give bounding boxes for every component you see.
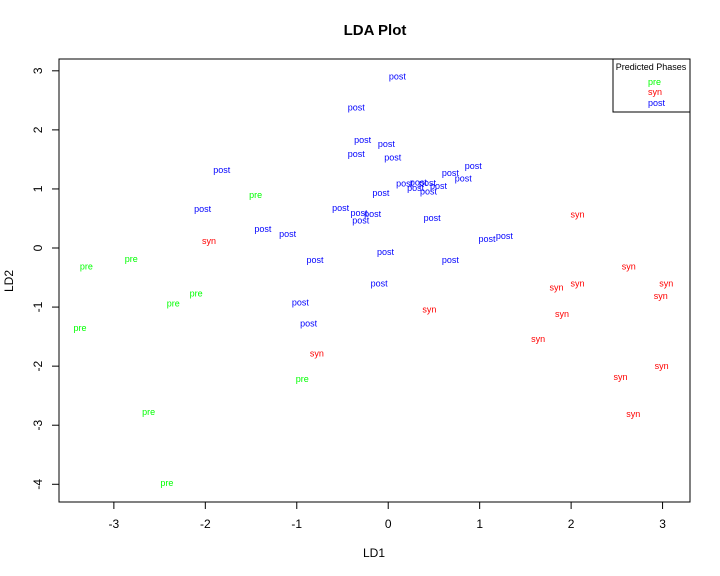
y-tick-label: 0 — [31, 244, 45, 251]
data-point-syn: syn — [626, 409, 640, 419]
data-point-syn: syn — [555, 309, 569, 319]
data-point-post: post — [300, 319, 318, 329]
y-tick-label: 1 — [31, 185, 45, 192]
data-point-post: post — [465, 161, 483, 171]
data-point-post: post — [213, 165, 231, 175]
data-point-post: post — [442, 168, 460, 178]
data-point-syn: syn — [571, 209, 585, 219]
data-point-syn: syn — [654, 291, 668, 301]
legend-box — [612, 58, 691, 113]
data-point-pre: pre — [125, 254, 138, 264]
legend-entry-pre: pre — [648, 77, 661, 87]
x-tick-label: 1 — [476, 517, 483, 531]
data-point-post: post — [442, 255, 460, 265]
data-point-post: post — [424, 213, 442, 223]
legend-title: Predicted Phases — [616, 62, 687, 72]
y-tick-label: 2 — [31, 126, 45, 133]
data-point-post: post — [496, 231, 514, 241]
data-point-syn: syn — [310, 349, 324, 359]
data-point-syn: syn — [422, 304, 436, 314]
data-point-pre: pre — [296, 374, 309, 384]
data-point-post: post — [292, 297, 310, 307]
data-point-post: post — [364, 209, 382, 219]
x-tick-label: 3 — [659, 517, 666, 531]
data-point-post: post — [371, 278, 389, 288]
data-point-post: post — [352, 215, 370, 225]
data-point-post: post — [410, 177, 428, 187]
y-axis: -4 -3 -2 -1 0 1 2 3 — [31, 67, 60, 490]
data-point-syn: syn — [202, 236, 216, 246]
legend-entry-post: post — [648, 98, 666, 108]
data-point-post: post — [396, 179, 414, 189]
data-point-pre: pre — [142, 407, 155, 417]
data-point-post: post — [384, 153, 402, 163]
data-point-post: post — [377, 247, 395, 257]
data-point-post: post — [420, 186, 438, 196]
x-axis-label: LD1 — [363, 546, 385, 560]
data-point-syn: syn — [613, 372, 627, 382]
data-point-post: post — [455, 173, 473, 183]
legend-entry-syn: syn — [648, 87, 662, 97]
data-point-post: post — [389, 72, 407, 82]
data-point-post: post — [378, 139, 396, 149]
y-tick-label: -2 — [31, 360, 45, 371]
x-axis: -3 -2 -1 0 1 2 3 — [109, 501, 666, 531]
data-point-pre: pre — [80, 261, 93, 271]
x-tick-label: 0 — [385, 517, 392, 531]
x-tick-label: -1 — [291, 517, 302, 531]
data-point-post: post — [348, 102, 366, 112]
data-point-syn: syn — [531, 334, 545, 344]
data-point-post: post — [307, 255, 325, 265]
y-tick-label: -1 — [31, 301, 45, 312]
data-point-post: post — [354, 135, 372, 145]
data-point-post: post — [430, 181, 448, 191]
data-point-post: post — [419, 178, 437, 188]
data-point-pre: pre — [167, 299, 180, 309]
data-point-syn: syn — [549, 283, 563, 293]
chart-title: LDA Plot — [344, 22, 407, 39]
data-point-post: post — [194, 204, 212, 214]
data-point-pre: pre — [190, 288, 203, 298]
data-point-syn: syn — [622, 261, 636, 271]
data-point-syn: syn — [655, 361, 669, 371]
data-point-post: post — [350, 208, 368, 218]
y-axis-label: LD2 — [2, 270, 16, 292]
data-point-syn: syn — [571, 278, 585, 288]
data-point-pre: pre — [74, 323, 87, 333]
data-point-syn: syn — [659, 278, 673, 288]
data-point-pre: pre — [160, 478, 173, 488]
data-point-pre: pre — [249, 190, 262, 200]
x-tick-label: 2 — [568, 517, 575, 531]
y-tick-label: -4 — [31, 479, 45, 490]
data-point-post: post — [407, 183, 425, 193]
legend: Predicted Phases pre syn post — [612, 58, 691, 113]
x-tick-label: -3 — [109, 517, 120, 531]
data-point-post: post — [254, 224, 272, 234]
data-point-post: post — [372, 188, 390, 198]
data-point-post: post — [332, 203, 350, 213]
x-tick-label: -2 — [200, 517, 211, 531]
data-point-post: post — [279, 229, 297, 239]
y-tick-label: 3 — [31, 67, 45, 74]
data-point-post: post — [478, 234, 496, 244]
data-point-post: post — [348, 149, 366, 159]
y-tick-label: -3 — [31, 420, 45, 431]
